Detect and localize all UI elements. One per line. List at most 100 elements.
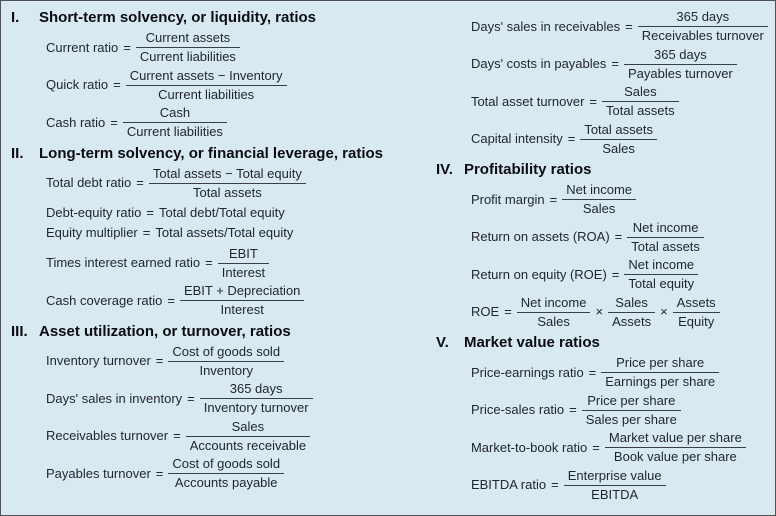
formula-row: Profit margin = Net income Sales — [471, 182, 775, 218]
denominator: Interest — [220, 302, 264, 318]
equals-sign: = — [614, 229, 623, 245]
formula-row: Total asset turnover = Sales Total assets — [471, 84, 775, 120]
section-numeral: V. — [435, 334, 449, 351]
formula-row: Current ratio = Current assets Current liab… — [46, 30, 388, 66]
fraction: Net income Total equity — [624, 257, 699, 293]
equals-sign: = — [155, 353, 164, 369]
numerator: EBIT — [217, 246, 270, 264]
equals-sign: = — [187, 390, 195, 406]
formula-list: Price-earnings ratio = Price per share Earn… — [436, 355, 775, 503]
formula-label: Return on assets (ROA) — [470, 229, 610, 245]
equals-sign: = — [569, 402, 577, 418]
numerator: Sales — [185, 419, 311, 437]
denominator: Inventory — [199, 362, 253, 378]
section-heading: IV. Profitability ratios — [436, 161, 775, 178]
denominator: Equity — [678, 313, 715, 329]
section: Days' sales in receivables = 365 days Recei… — [436, 9, 775, 157]
fraction: Price per share Sales per share — [581, 393, 681, 429]
equals-sign: = — [136, 175, 144, 191]
equals-sign: = — [123, 39, 131, 55]
numerator: Net income — [516, 295, 591, 313]
denominator: EBITDA — [591, 486, 639, 502]
fraction: Price per share Earnings per share — [601, 355, 720, 391]
denominator: Current liabilities — [139, 49, 236, 65]
formula-row: Days' sales in receivables = 365 days Recei… — [471, 9, 775, 45]
formula-label: Return on equity (ROE) — [470, 266, 607, 282]
numerator: Enterprise value — [563, 468, 666, 486]
fraction: Current assets Current liabilities — [135, 30, 240, 66]
numerator: 365 days — [623, 47, 737, 65]
formula-label: ROE — [470, 304, 500, 320]
section: I. Short-term solvency, or liquidity, rat… — [11, 9, 388, 141]
formula-label: Total debt ratio — [46, 175, 132, 191]
denominator: Sales — [582, 201, 616, 217]
formula-row: Capital intensity = Total assets Sales — [471, 122, 775, 158]
formula-row: EBITDA ratio = Enterprise value EBITDA — [471, 468, 775, 504]
formula-row: Debt-equity ratio = Total debt/Total equit… — [46, 205, 388, 221]
equals-sign: = — [567, 131, 576, 147]
formula-row: Receivables turnover = Sales Accounts recei… — [46, 419, 388, 455]
equals-sign: = — [625, 18, 633, 34]
formula-list: Days' sales in receivables = 365 days Recei… — [436, 9, 775, 157]
formula-rhs: Total debt/Total equity — [158, 205, 285, 220]
right-column: Days' sales in receivables = 365 days Recei… — [388, 1, 775, 515]
numerator: Cost of goods sold — [168, 456, 285, 475]
formula-label: EBITDA ratio — [470, 477, 547, 493]
equals-sign: = — [173, 428, 181, 444]
numerator: Net income — [562, 182, 636, 201]
fraction: 365 days Payables turnover — [623, 47, 737, 83]
section-heading: V. Market value ratios — [436, 334, 775, 351]
fraction: EBIT + Depreciation Interest — [179, 283, 305, 319]
numerator: Cash — [122, 105, 227, 124]
formula-list: Total debt ratio = Total assets − Total eq… — [11, 166, 388, 319]
formula-label: Inventory turnover — [46, 353, 151, 369]
section-title: Market value ratios — [463, 334, 600, 351]
denominator: Sales — [537, 313, 570, 329]
formula-label: Payables turnover — [46, 465, 151, 481]
denominator: Total assets — [606, 103, 675, 119]
equals-sign: = — [589, 93, 597, 109]
denominator: Total assets — [631, 238, 700, 254]
formula-row: Return on assets (ROA) = Net income Total a… — [471, 220, 775, 256]
denominator: Sales — [602, 140, 635, 156]
section-numeral: IV. — [435, 161, 453, 178]
formula-rhs: Total assets/Total equity — [155, 225, 294, 241]
fraction: Enterprise value EBITDA — [563, 468, 666, 504]
denominator: Total equity — [628, 276, 695, 292]
denominator: Sales per share — [585, 411, 677, 427]
formula-label: Cash ratio — [46, 114, 106, 130]
numerator: 365 days — [199, 381, 313, 400]
fraction: Current assets − Inventory Current liabil… — [125, 68, 287, 104]
section: III. Asset utilization, or turnover, rati… — [11, 323, 388, 492]
fraction: Cost of goods sold Accounts payable — [168, 456, 285, 492]
numerator: Current assets — [135, 30, 240, 49]
multiply-sign: × — [595, 304, 604, 320]
formula-list: Inventory turnover = Cost of goods sold Inv… — [11, 344, 388, 492]
section-title: Short-term solvency, or liquidity, ratio… — [39, 9, 316, 26]
fraction: Sales Assets — [608, 295, 656, 331]
denominator: Interest — [221, 264, 266, 280]
equals-sign: = — [167, 292, 175, 308]
fraction: Cash Current liabilities — [122, 105, 227, 141]
fraction: EBIT Interest — [217, 246, 270, 282]
equals-sign: = — [113, 77, 121, 93]
formula-label: Quick ratio — [46, 77, 109, 93]
formula-row: Days' costs in payables = 365 days Payables… — [471, 47, 775, 83]
numerator: Total assets — [580, 122, 657, 140]
formula-row: Inventory turnover = Cost of goods sold Inv… — [46, 344, 388, 380]
denominator: Assets — [612, 313, 652, 329]
numerator: EBIT + Depreciation — [179, 283, 305, 302]
section: V. Market value ratios Price-earnings rati… — [436, 334, 775, 503]
section-title: Asset utilization, or turnover, ratios — [39, 322, 291, 340]
formula-label: Capital intensity — [470, 131, 563, 147]
numerator: Sales — [602, 84, 679, 103]
numerator: Sales — [608, 295, 656, 313]
fraction: Net income Sales — [562, 182, 636, 218]
equals-sign: = — [110, 114, 118, 130]
denominator: Earnings per share — [605, 374, 716, 390]
denominator: Accounts payable — [174, 475, 278, 491]
numerator: Current assets − Inventory — [125, 68, 287, 86]
formula-label: Days' costs in payables — [470, 56, 607, 72]
formula-label: Debt-equity ratio — [46, 205, 142, 220]
fraction: Sales Total assets — [602, 84, 679, 120]
